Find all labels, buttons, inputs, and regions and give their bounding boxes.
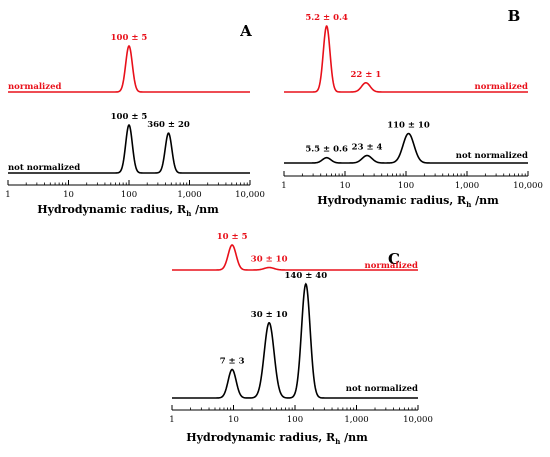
panel-c-not-normalized-label: not normalized: [346, 384, 418, 394]
panel-c-peak-label: 10 ± 5: [217, 232, 248, 242]
panel-c-tick-label: 100: [287, 415, 303, 425]
panel-a-peak-label: 360 ± 20: [147, 120, 190, 130]
panel-c-tick-label: 10: [228, 415, 239, 425]
panel-b-peak-label: 22 ± 1: [350, 70, 381, 80]
panel-c-normalized-curve: [172, 244, 418, 271]
panel-b-peak-label: 5.2 ± 0.4: [305, 13, 348, 23]
panel-a-x-axis-title: Hydrodynamic radius, Rh /nm: [37, 203, 219, 218]
panel-a-tick-label: 1: [5, 190, 10, 200]
panel-b-normalized-curve: [284, 25, 528, 93]
panel-b-not-normalized-curve: [284, 132, 528, 164]
panel-a-not-normalized-curve: [8, 123, 250, 174]
panel-b-tick-label: 10: [340, 181, 351, 191]
panel-b-letter: B: [508, 7, 521, 25]
panel-c-tick-label: 1,000: [344, 415, 368, 425]
panel-c-tick-label: 1: [169, 415, 174, 425]
panel-c-peak-label: 140 ± 40: [285, 271, 328, 281]
panel-c-not-normalized-curve: [172, 282, 418, 399]
axis-title-subscript: h: [335, 437, 340, 446]
axis-title-unit: /nm: [471, 194, 499, 207]
panel-a-not-normalized-label: not normalized: [8, 163, 80, 173]
panel-b-x-axis-title: Hydrodynamic radius, Rh /nm: [317, 194, 499, 209]
panel-b-peak-label: 110 ± 10: [387, 121, 430, 131]
panel-c-normalized-label: normalized: [365, 261, 419, 271]
panel-a-peak-label: 100 ± 5: [111, 33, 148, 43]
panel-c-x-axis-title: Hydrodynamic radius, Rh /nm: [186, 431, 368, 446]
panel-b-normalized-label: normalized: [475, 82, 529, 92]
panel-a-tick-label: 10: [63, 190, 74, 200]
panel-b-tick-label: 1: [281, 181, 286, 191]
panel-b-tick-label: 10,000: [513, 181, 543, 191]
panel-b-tick-label: 100: [398, 181, 414, 191]
axis-title-subscript: h: [186, 209, 191, 218]
axis-title-unit: /nm: [340, 431, 368, 444]
panel-b-peak-label: 23 ± 4: [352, 143, 383, 153]
panel-a-normalized-curve: [8, 44, 250, 93]
panel-c-peak-label: 7 ± 3: [220, 357, 245, 367]
panel-c-peak-label: 30 ± 10: [251, 310, 288, 320]
panel-a-normalized-label: normalized: [8, 82, 62, 92]
panel-a-tick-label: 1,000: [177, 190, 201, 200]
panel-c-letter: C: [388, 250, 400, 268]
panel-b-tick-label: 1,000: [455, 181, 479, 191]
axis-title-unit: /nm: [191, 203, 219, 216]
panel-b-peak-label: 5.5 ± 0.6: [305, 145, 348, 155]
axis-title-subscript: h: [466, 200, 471, 209]
panel-b-not-normalized-label: not normalized: [456, 151, 528, 161]
panel-a-letter: A: [239, 22, 252, 40]
panel-a-peak-label: 100 ± 5: [111, 112, 148, 122]
panel-a-tick-label: 10,000: [235, 190, 265, 200]
panel-c-tick-label: 10,000: [403, 415, 433, 425]
panel-a-tick-label: 100: [121, 190, 137, 200]
panel-c-peak-label: 30 ± 10: [251, 255, 288, 265]
